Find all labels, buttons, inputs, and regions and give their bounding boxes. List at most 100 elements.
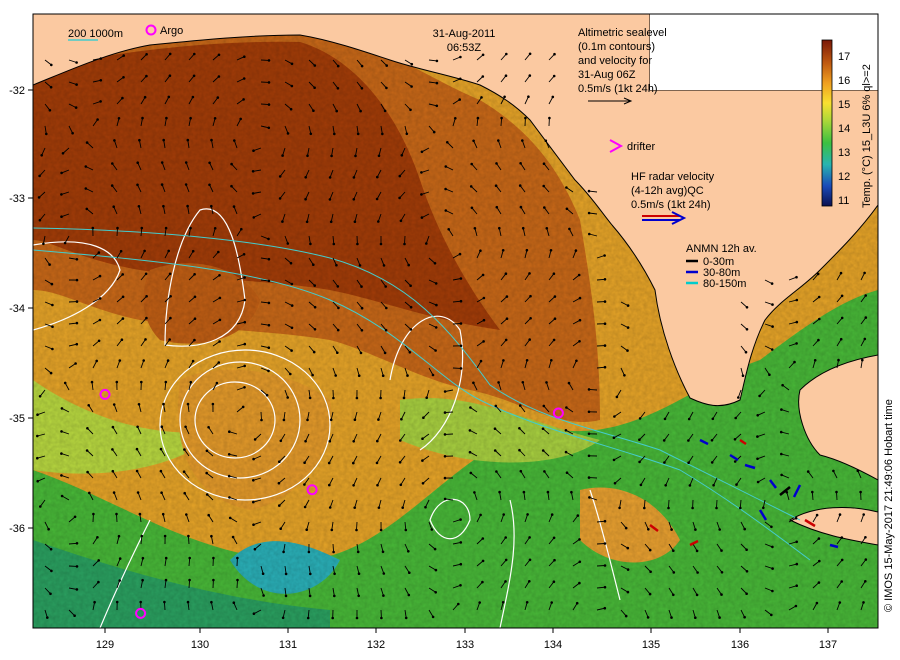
velocity-arrow	[565, 429, 574, 435]
velocity-arrow	[92, 581, 99, 589]
velocity-arrow	[111, 163, 118, 171]
velocity-arrow	[280, 521, 286, 529]
velocity-arrow-head	[529, 294, 532, 298]
velocity-arrow-head	[745, 328, 749, 331]
velocity-arrow-head	[303, 461, 306, 465]
velocity-arrow-head	[136, 425, 139, 429]
velocity-arrow	[452, 78, 461, 83]
velocity-arrow-head	[121, 317, 125, 320]
velocity-arrow-head	[502, 513, 506, 516]
velocity-arrow-head	[163, 534, 167, 538]
velocity-arrow	[764, 521, 772, 528]
velocity-arrow-head	[289, 261, 293, 265]
velocity-arrow	[44, 323, 53, 328]
velocity-arrow-head	[115, 600, 119, 604]
velocity-arrow-head	[205, 449, 209, 453]
velocity-arrow-head	[111, 162, 114, 165]
velocity-arrow	[740, 521, 746, 530]
velocity-arrow	[596, 278, 606, 281]
velocity-arrow	[86, 450, 94, 457]
velocity-arrow	[116, 227, 118, 237]
velocity-arrow	[428, 521, 433, 530]
velocity-arrow-head	[565, 207, 569, 211]
velocity-arrow	[236, 579, 238, 589]
velocity-arrow	[542, 428, 550, 435]
velocity-arrow	[548, 296, 556, 303]
velocity-arrow-head	[862, 601, 865, 604]
velocity-arrow	[64, 235, 70, 244]
velocity-arrow-head	[141, 556, 145, 560]
velocity-arrow-head	[444, 165, 448, 168]
velocity-arrow-head	[762, 506, 765, 510]
velocity-arrow-head	[99, 57, 103, 60]
velocity-arrow-head	[165, 116, 168, 120]
velocity-arrow	[404, 565, 410, 573]
velocity-arrow	[812, 318, 820, 325]
velocity-arrow-head	[795, 320, 799, 324]
velocity-arrow-head	[525, 359, 529, 362]
velocity-arrow	[472, 382, 478, 391]
velocity-arrow	[428, 125, 435, 133]
velocity-arrow	[428, 565, 437, 571]
velocity-arrow-head	[444, 209, 448, 212]
velocity-arrow	[305, 433, 310, 442]
velocity-arrow-head	[432, 130, 436, 134]
velocity-arrow	[570, 492, 574, 501]
colorbar-tick: 16	[838, 75, 850, 87]
velocity-arrow	[520, 470, 526, 479]
velocity-arrow	[188, 382, 192, 391]
velocity-arrow	[283, 411, 286, 420]
velocity-arrow-head	[182, 470, 186, 474]
velocity-arrow-head	[806, 470, 810, 473]
velocity-arrow	[376, 191, 382, 200]
velocity-arrow	[136, 448, 142, 457]
velocity-arrow	[184, 449, 190, 457]
velocity-arrow-head	[169, 316, 172, 320]
velocity-arrow	[860, 537, 866, 545]
velocity-arrow-head	[193, 317, 197, 321]
velocity-arrow	[308, 587, 311, 596]
velocity-arrow	[354, 411, 358, 420]
velocity-arrow	[85, 188, 94, 193]
velocity-arrow	[860, 272, 866, 281]
velocity-arrow	[254, 433, 262, 440]
colorbar-tick: 12	[838, 171, 850, 183]
velocity-arrow-head	[97, 580, 100, 584]
velocity-arrow-head	[189, 380, 193, 384]
velocity-arrow-head	[312, 350, 316, 354]
velocity-arrow	[332, 279, 339, 287]
velocity-arrow-head	[816, 272, 820, 276]
velocity-arrow-head	[141, 116, 144, 120]
velocity-arrow-head	[99, 79, 103, 82]
velocity-arrow-head	[304, 197, 307, 201]
velocity-arrow-head	[160, 425, 164, 429]
velocity-arrow-head	[458, 98, 462, 101]
velocity-arrow-head	[542, 162, 546, 165]
velocity-arrow-head	[88, 491, 91, 495]
velocity-arrow-head	[98, 297, 102, 300]
velocity-arrow	[380, 59, 388, 66]
velocity-arrow-head	[97, 251, 101, 254]
velocity-arrow	[643, 499, 646, 509]
velocity-arrow-head	[519, 469, 523, 473]
velocity-arrow	[376, 455, 382, 464]
argo-marker-icon	[145, 24, 157, 36]
velocity-arrow-head	[193, 273, 196, 276]
velocity-arrow	[639, 411, 646, 419]
velocity-arrow	[229, 496, 238, 501]
velocity-arrow-head	[624, 614, 628, 618]
velocity-arrow-head	[47, 527, 50, 531]
velocity-arrow	[588, 190, 598, 193]
velocity-arrow-head	[163, 600, 166, 604]
velocity-arrow-head	[479, 359, 483, 363]
velocity-arrow	[421, 147, 430, 153]
velocity-arrow	[812, 602, 818, 611]
velocity-arrow-head	[638, 460, 641, 464]
velocity-arrow-head	[267, 279, 271, 283]
velocity-arrow	[740, 565, 748, 572]
velocity-arrow	[253, 521, 262, 526]
velocity-arrow-head	[398, 196, 401, 200]
velocity-arrow	[401, 147, 406, 156]
velocity-arrow-head	[603, 300, 607, 303]
velocity-arrow	[519, 449, 526, 457]
